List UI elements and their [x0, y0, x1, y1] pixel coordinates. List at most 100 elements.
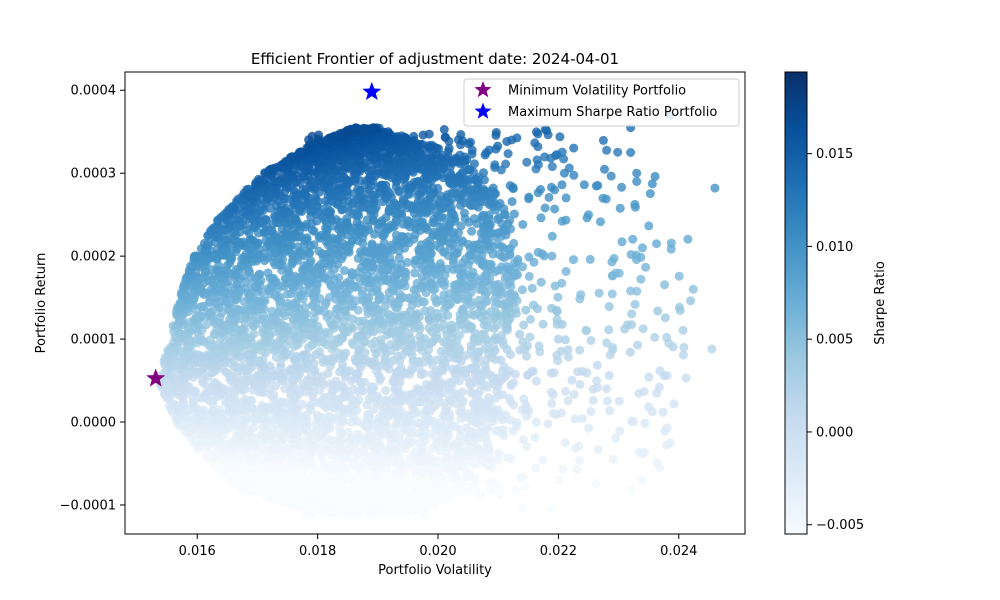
scatter-point [600, 164, 609, 174]
scatter-point [517, 503, 527, 513]
scatter-point [652, 458, 662, 468]
scatter-point [412, 418, 422, 428]
scatter-point [510, 485, 520, 495]
scatter-point [484, 393, 494, 403]
scatter-point [614, 396, 624, 406]
scatter-point [502, 453, 512, 462]
scatter-point [604, 370, 614, 380]
scatter-point [410, 447, 420, 457]
scatter-point [343, 427, 353, 437]
scatter-point [255, 269, 265, 279]
scatter-point [602, 145, 612, 155]
scatter-point [326, 460, 336, 470]
scatter-point [674, 271, 684, 281]
scatter-point [592, 360, 602, 370]
scatter-point [572, 465, 582, 475]
chart-title: Efficient Frontier of adjustment date: 2… [251, 50, 619, 68]
scatter-point [633, 340, 643, 350]
scatter-point [557, 278, 567, 288]
scatter-point [660, 313, 670, 323]
scatter-point [611, 433, 620, 443]
scatter-point [686, 296, 696, 306]
scatter-point [630, 199, 640, 209]
scatter-point [598, 135, 608, 145]
scatter-point [331, 376, 341, 386]
scatter-point [315, 347, 324, 357]
scatter-point [329, 445, 339, 454]
scatter-point [558, 464, 568, 474]
scatter-point [410, 268, 420, 278]
scatter-point [607, 289, 617, 299]
scatter-point [290, 473, 300, 483]
scatter-point [458, 387, 467, 397]
scatter-point [556, 408, 566, 418]
scatter-point [626, 286, 636, 296]
scatter-point [521, 481, 531, 491]
scatter-point [536, 213, 546, 223]
scatter-point [579, 180, 589, 190]
scatter-point [660, 280, 670, 290]
scatter-point [547, 303, 557, 313]
scatter-point [540, 203, 550, 213]
scatter-point [575, 379, 585, 389]
scatter-point [627, 320, 636, 330]
scatter-point [426, 306, 436, 315]
scatter-point [602, 384, 612, 394]
scatter-point [640, 418, 650, 428]
scatter-point [644, 372, 654, 382]
scatter-point [626, 148, 636, 157]
scatter-point [628, 234, 638, 244]
scatter-point [644, 221, 654, 231]
scatter-point [236, 362, 246, 372]
scatter-point [529, 300, 538, 310]
scatter-point [455, 150, 465, 160]
scatter-point [263, 268, 273, 278]
scatter-point [569, 143, 579, 153]
scatter-point [679, 342, 689, 352]
scatter-point [617, 182, 627, 192]
scatter-point [593, 445, 603, 455]
scatter-point [688, 284, 698, 294]
scatter-point [662, 332, 672, 342]
scatter-point [638, 324, 648, 334]
scatter-point [334, 273, 344, 283]
scatter-point [531, 463, 541, 473]
scatter-point [602, 338, 612, 348]
scatter-point [641, 262, 651, 272]
scatter-point [494, 448, 504, 458]
scatter-point [524, 252, 534, 262]
scatter-point [547, 504, 557, 514]
scatter-point [561, 215, 571, 225]
scatter-point [547, 162, 557, 172]
scatter-point [548, 408, 558, 418]
scatter-point [513, 254, 523, 264]
scatter-point [531, 376, 541, 386]
scatter-point [538, 455, 548, 465]
scatter-point [678, 350, 688, 360]
scatter-point [531, 417, 541, 427]
scatter-point [637, 243, 647, 253]
scatter-point [602, 396, 612, 406]
scatter-point [547, 398, 557, 408]
scatter-point [555, 132, 565, 142]
scatter-point [518, 472, 528, 482]
scatter-point [598, 193, 608, 203]
scatter-point [543, 419, 553, 429]
scatter-point [561, 267, 571, 276]
scatter-point [644, 402, 653, 412]
scatter-point [611, 268, 621, 278]
scatter-point [596, 217, 605, 227]
scatter-point [707, 344, 717, 354]
scatter-point [533, 247, 543, 257]
scatter-point [560, 438, 570, 448]
scatter-point [367, 239, 377, 249]
scatter-point [527, 283, 537, 293]
scatter-point [534, 341, 544, 351]
scatter-point [593, 180, 603, 190]
scatter-point [613, 147, 623, 157]
scatter-point [637, 475, 647, 485]
scatter-point [240, 394, 250, 404]
scatter-point [586, 407, 596, 416]
scatter-point [575, 456, 585, 465]
scatter-point [585, 254, 595, 264]
